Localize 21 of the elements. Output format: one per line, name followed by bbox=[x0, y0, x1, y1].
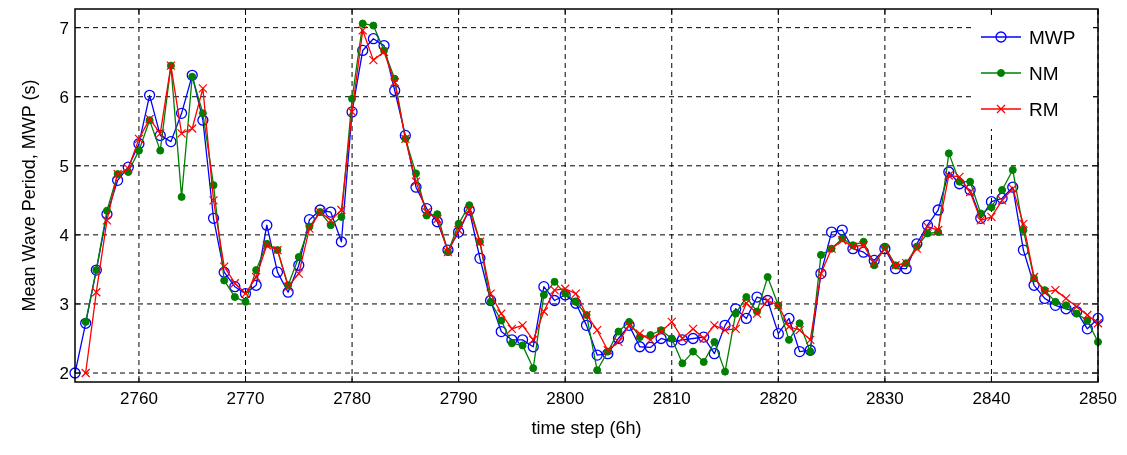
x-axis-title: time step (6h) bbox=[531, 418, 642, 438]
y-tick-label: 3 bbox=[59, 294, 69, 314]
legend-label: RM bbox=[1029, 99, 1059, 120]
legend-label: MWP bbox=[1029, 27, 1076, 48]
x-tick-label: 2850 bbox=[1079, 389, 1117, 408]
y-tick-label: 5 bbox=[59, 156, 69, 176]
x-tick-label: 2830 bbox=[865, 389, 904, 408]
y-axis-title: Mean Wave Period, MWP (s) bbox=[19, 79, 39, 312]
x-tick-label: 2760 bbox=[120, 389, 158, 408]
y-tick-label: 4 bbox=[59, 225, 69, 245]
x-tick-label: 2800 bbox=[546, 389, 585, 408]
x-tick-label: 2790 bbox=[439, 389, 478, 408]
x-tick-label: 2780 bbox=[333, 389, 371, 408]
x-tick-label: 2840 bbox=[972, 389, 1011, 408]
x-tick-label: 2810 bbox=[652, 389, 691, 408]
legend-label: NM bbox=[1029, 63, 1059, 84]
y-tick-label: 2 bbox=[59, 364, 69, 384]
x-tick-label: 2820 bbox=[759, 389, 798, 408]
y-tick-label: 6 bbox=[59, 87, 69, 107]
y-tick-label: 7 bbox=[59, 18, 69, 38]
x-tick-label: 2770 bbox=[226, 389, 265, 408]
